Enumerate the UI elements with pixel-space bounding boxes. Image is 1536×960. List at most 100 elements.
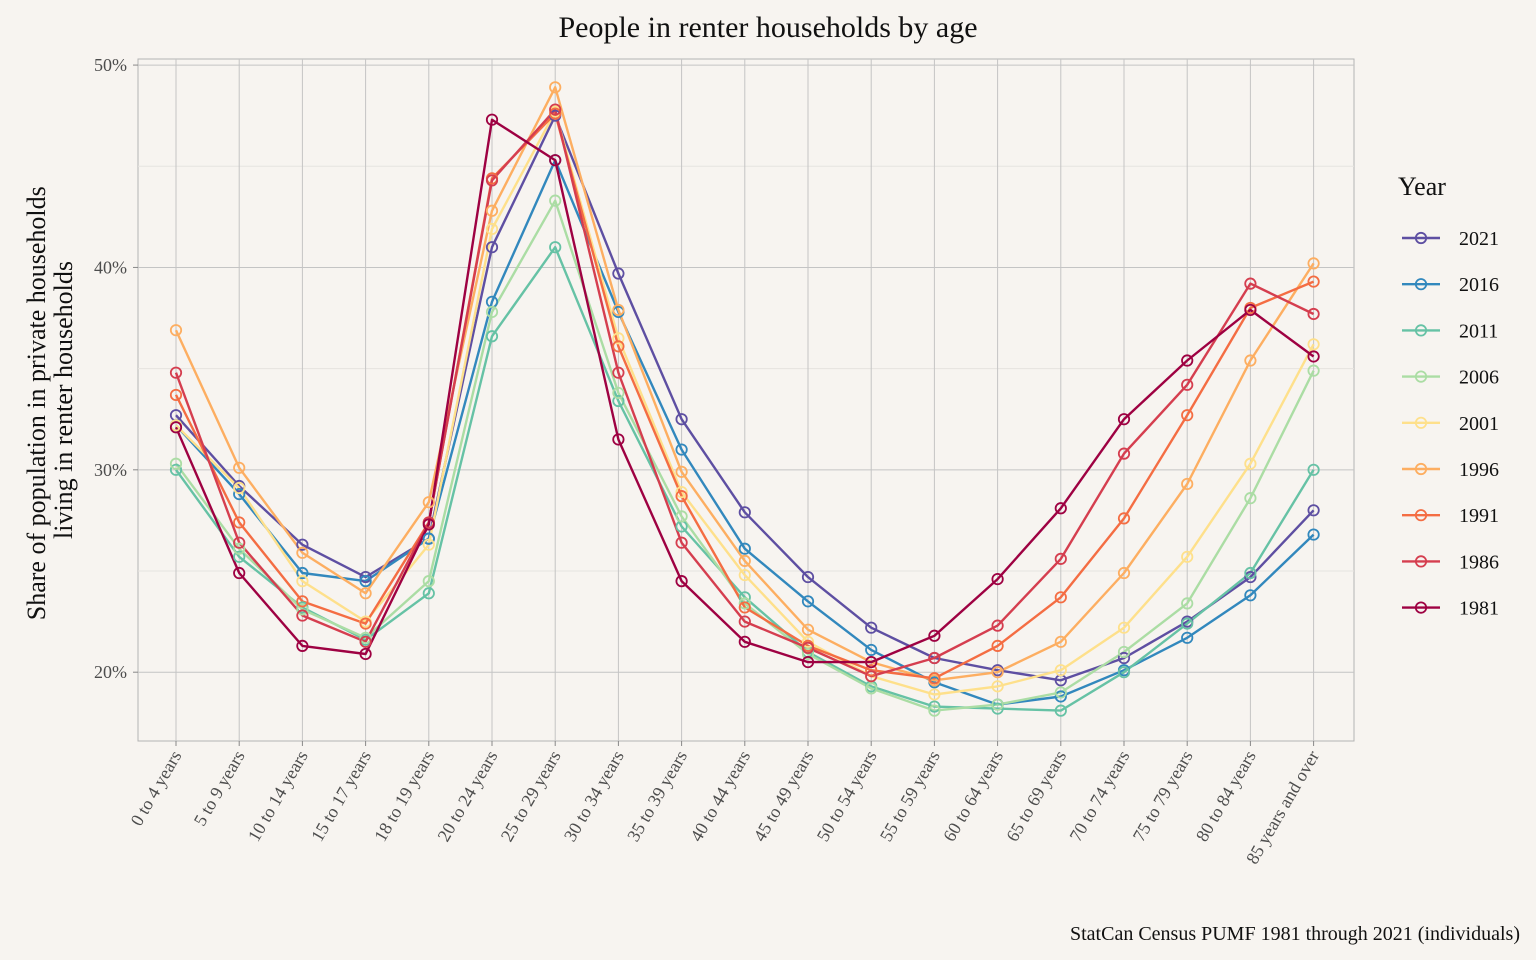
data-point-2006 xyxy=(169,457,183,470)
series-points xyxy=(169,81,1320,717)
data-point-1981 xyxy=(1181,354,1194,367)
data-point-2001 xyxy=(485,222,499,236)
y-axis-title: Share of population in private household… xyxy=(22,180,78,620)
data-point-1991 xyxy=(549,107,562,120)
data-point-1991 xyxy=(233,516,246,529)
data-point-2011 xyxy=(422,587,435,600)
data-point-2021 xyxy=(1117,651,1131,665)
data-point-1986 xyxy=(485,174,499,187)
x-tick-label: 50 to 54 years xyxy=(813,747,881,845)
data-point-2016 xyxy=(1244,589,1257,602)
data-point-1981 xyxy=(233,566,246,580)
x-tick-label: 25 to 29 years xyxy=(497,747,565,845)
data-point-1986 xyxy=(991,619,1004,632)
legend-label-1981: 1981 xyxy=(1459,598,1499,620)
x-tick-label: 45 to 49 years xyxy=(749,747,817,845)
data-point-2006 xyxy=(1307,364,1320,377)
data-point-1991 xyxy=(1181,409,1194,422)
data-point-1991 xyxy=(1117,512,1131,525)
data-point-1996 xyxy=(359,587,372,600)
chart-title: People in renter households by age xyxy=(558,11,977,44)
data-point-2011 xyxy=(612,394,625,408)
data-point-1996 xyxy=(738,554,751,567)
data-point-1981 xyxy=(169,421,183,434)
data-point-1991 xyxy=(612,340,625,353)
data-point-2011 xyxy=(1307,463,1320,476)
data-point-2001 xyxy=(738,568,751,582)
data-point-2021 xyxy=(865,621,878,634)
data-point-1981 xyxy=(991,573,1004,586)
data-point-1981 xyxy=(1244,303,1257,317)
data-point-2001 xyxy=(1307,338,1320,351)
data-point-2011 xyxy=(991,702,1004,715)
x-tick-label: 18 to 19 years xyxy=(370,747,438,845)
data-point-2001 xyxy=(422,538,435,551)
data-point-2021 xyxy=(296,538,309,551)
data-point-2006 xyxy=(991,698,1004,711)
legend-key-point xyxy=(1414,601,1428,614)
data-point-1986 xyxy=(865,670,878,683)
series-line-1981 xyxy=(174,118,1315,664)
y-tick-label: 20% xyxy=(94,662,127,682)
data-point-2011 xyxy=(169,463,183,476)
data-point-1996 xyxy=(675,465,688,478)
data-point-2021 xyxy=(738,506,751,519)
data-point-2006 xyxy=(1117,645,1131,659)
data-point-2001 xyxy=(1117,621,1131,634)
x-tick-label: 60 to 64 years xyxy=(939,747,1007,845)
data-point-2006 xyxy=(233,542,246,555)
data-point-2016 xyxy=(738,542,751,555)
y-axis-title-line-1: Share of population in private household… xyxy=(22,186,51,620)
legend-key-point xyxy=(1414,231,1428,245)
legend-key-point xyxy=(1414,462,1428,476)
data-point-2021 xyxy=(675,413,688,426)
legend-label-1991: 1991 xyxy=(1459,505,1499,527)
data-point-2001 xyxy=(1054,664,1067,677)
data-point-1986 xyxy=(675,536,688,549)
plot-background xyxy=(137,58,1355,742)
x-tick-label: 65 to 69 years xyxy=(1002,747,1070,845)
legend-key-point xyxy=(1414,324,1428,337)
legend-key-point xyxy=(1414,370,1428,383)
data-point-1981 xyxy=(1054,502,1067,515)
data-point-1986 xyxy=(233,536,246,549)
data-point-1986 xyxy=(801,641,815,655)
data-point-1996 xyxy=(991,666,1004,679)
data-point-2006 xyxy=(1054,686,1067,699)
series-line-2016 xyxy=(175,158,1315,706)
x-tick-label: 40 to 44 years xyxy=(686,747,754,845)
data-point-1981 xyxy=(865,655,878,669)
legend-label-2011: 2011 xyxy=(1459,320,1498,342)
data-point-2016 xyxy=(233,488,246,501)
data-point-2006 xyxy=(612,386,625,400)
y-axis-title-line-2: living in renter households xyxy=(49,261,78,539)
data-point-2016 xyxy=(801,595,815,608)
data-point-2001 xyxy=(991,680,1004,693)
data-point-1986 xyxy=(1181,378,1194,391)
data-point-2016 xyxy=(675,443,688,456)
data-point-2006 xyxy=(359,631,372,644)
data-point-1986 xyxy=(1117,447,1131,460)
legend-label-2021: 2021 xyxy=(1459,228,1499,250)
data-point-1996 xyxy=(233,461,246,474)
data-point-2016 xyxy=(359,575,372,588)
data-point-2016 xyxy=(865,643,878,657)
series-line-1996 xyxy=(174,86,1315,682)
data-point-2001 xyxy=(1181,550,1194,563)
data-point-1981 xyxy=(1117,413,1131,426)
x-tick-label: 10 to 14 years xyxy=(244,747,312,845)
legend: Year 2021 2016 2011 2006 2001 1996 1991 1986 198… xyxy=(1398,172,1499,620)
data-point-2006 xyxy=(928,704,941,717)
data-point-1981 xyxy=(485,113,499,126)
data-point-2006 xyxy=(549,194,562,207)
data-point-2006 xyxy=(422,575,435,588)
series-line-1986 xyxy=(174,108,1315,678)
x-tick-label: 15 to 17 years xyxy=(307,747,375,845)
legend-label-1996: 1996 xyxy=(1459,459,1499,481)
legend-key-point xyxy=(1414,509,1428,522)
data-point-1986 xyxy=(1244,277,1257,290)
y-tick-label: 30% xyxy=(94,460,127,480)
data-point-2021 xyxy=(801,570,815,584)
data-point-2006 xyxy=(1244,492,1257,505)
x-tick-label: 55 to 59 years xyxy=(876,747,944,845)
